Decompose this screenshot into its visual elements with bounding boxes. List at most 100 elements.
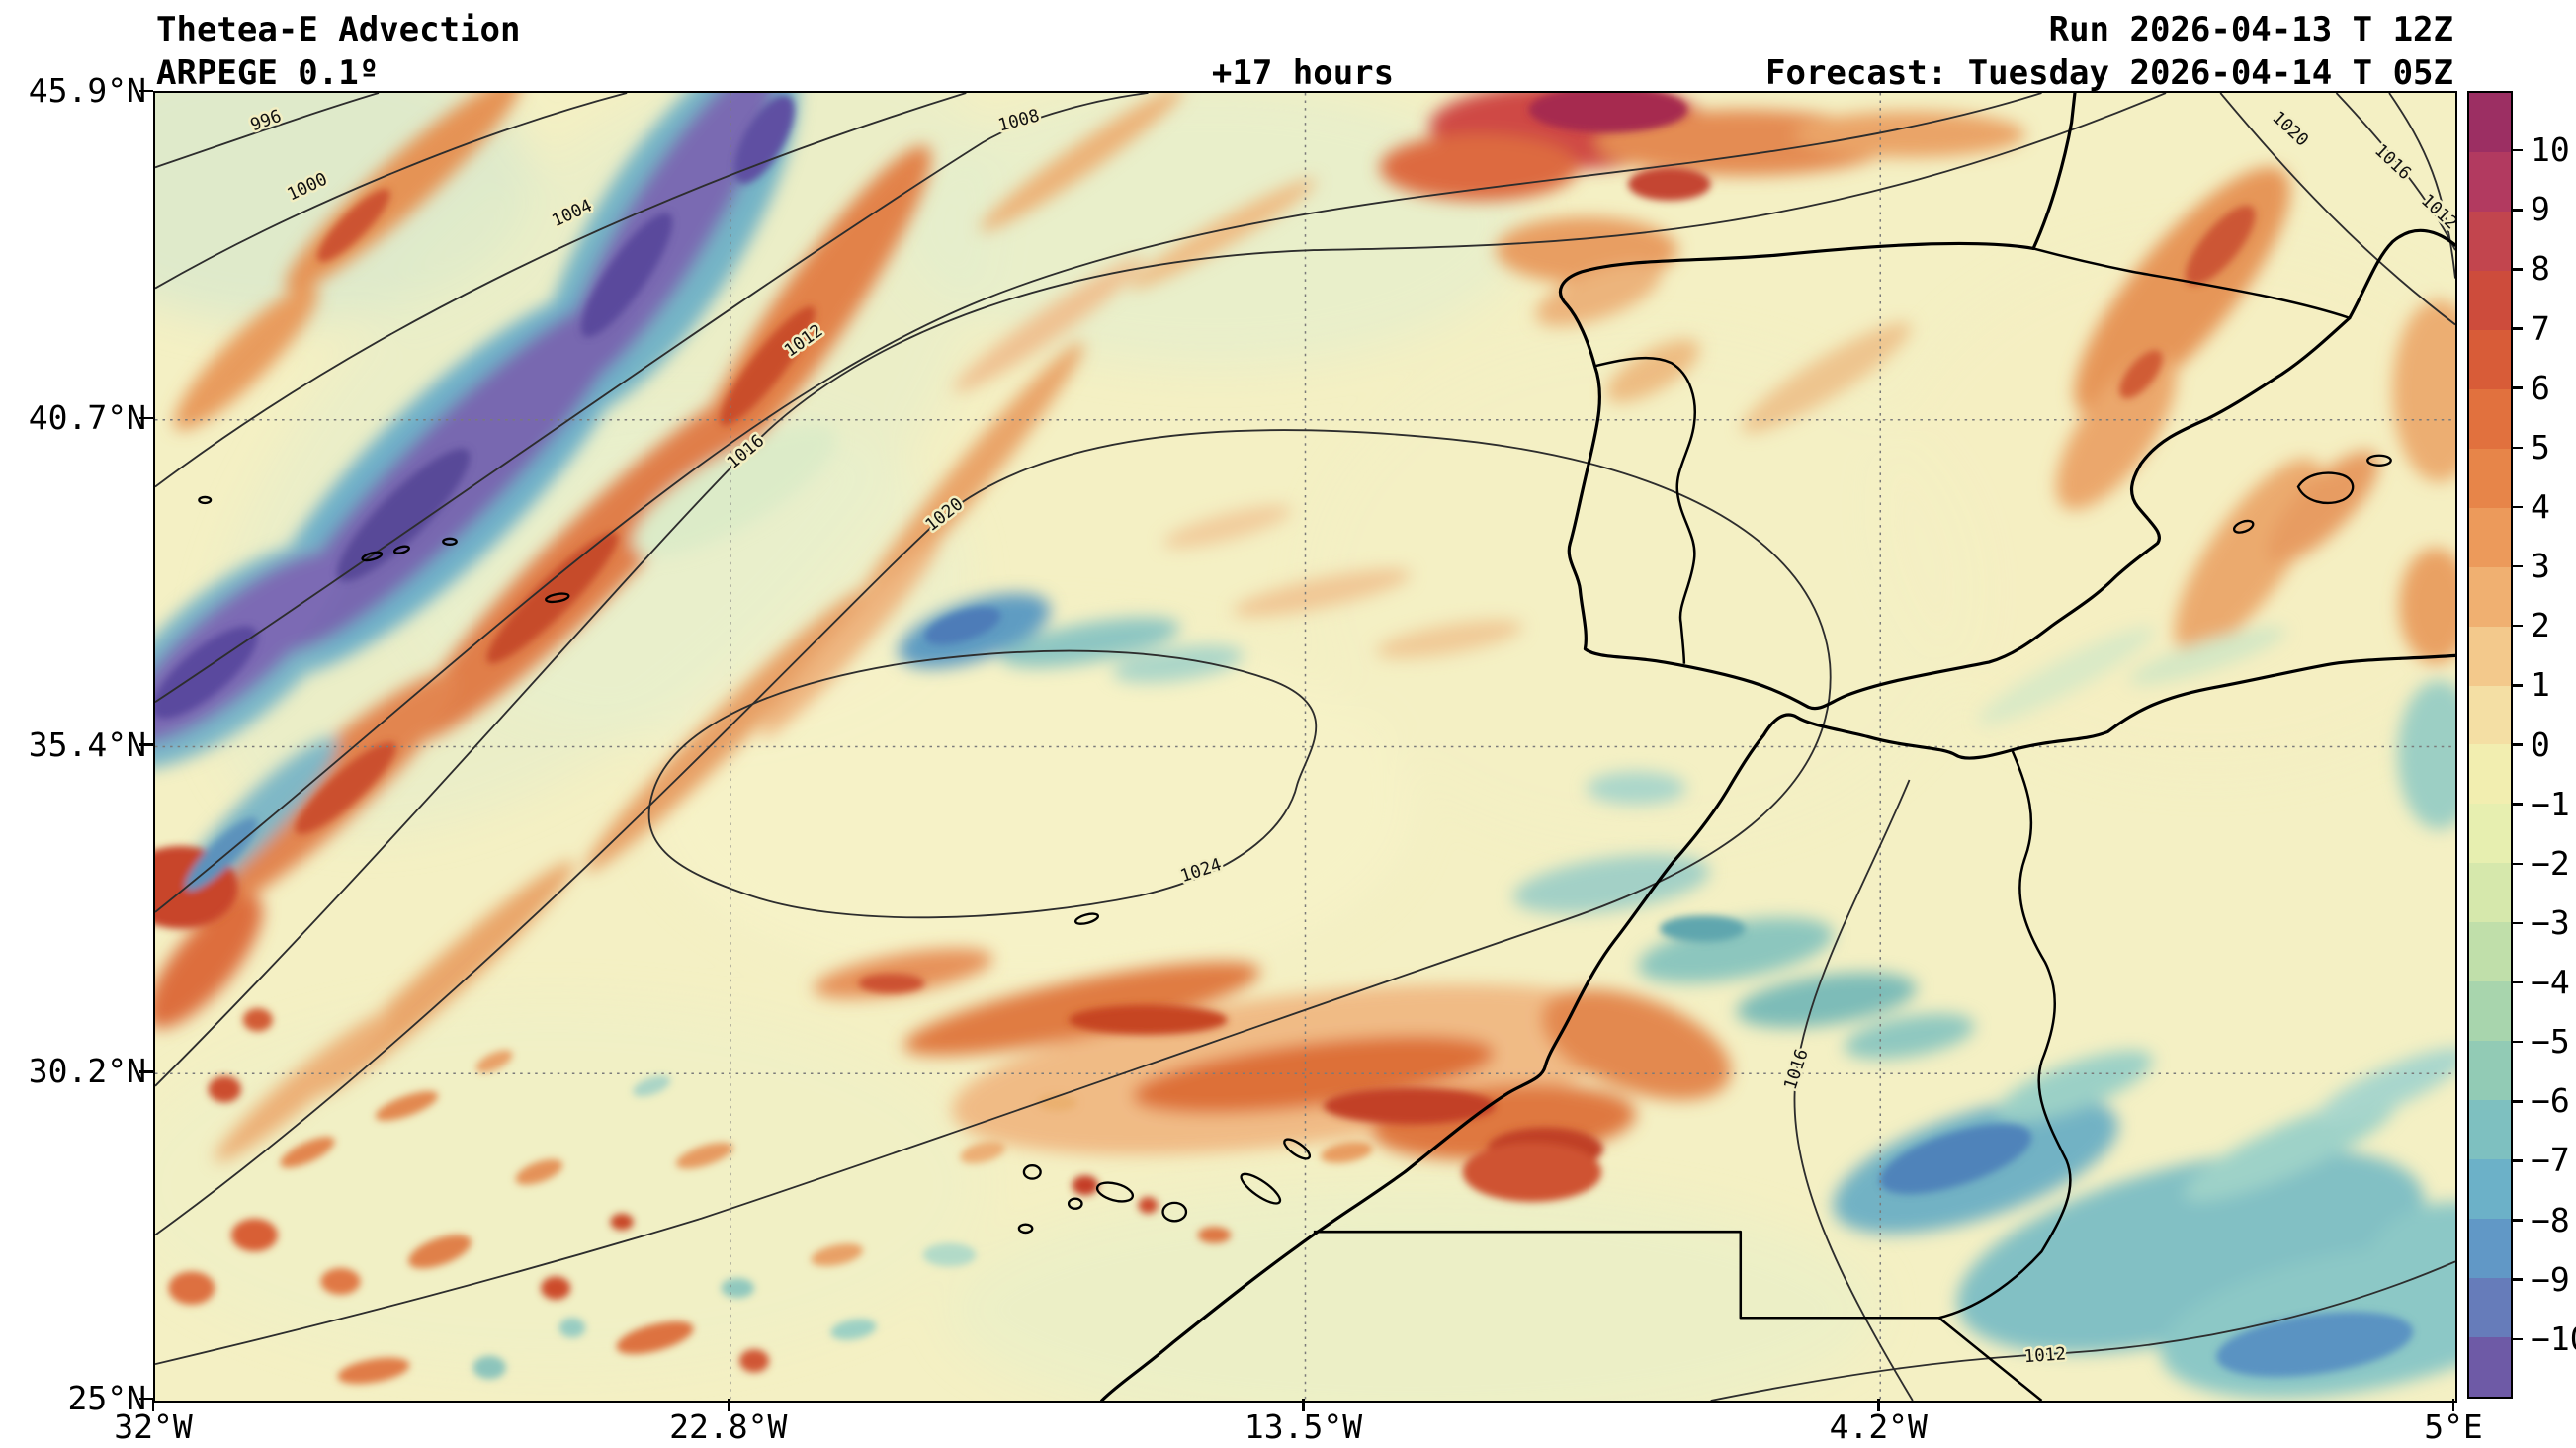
colorbar-segment xyxy=(2469,1100,2511,1160)
isobar-1008 xyxy=(155,93,1149,704)
colorbar-tick-label: −9 xyxy=(2531,1259,2570,1299)
x-axis-tickmark xyxy=(2451,1399,2455,1411)
x-axis-tick-label: 5°E xyxy=(2424,1407,2483,1446)
x-axis-tick-label: 4.2°W xyxy=(1829,1407,1928,1446)
colorbar-tick-label: 8 xyxy=(2531,249,2550,289)
y-axis-tick-label: 30.2°N xyxy=(28,1052,146,1091)
y-axis-tickmark xyxy=(139,416,153,419)
colorbar-tick-label: −10 xyxy=(2531,1319,2576,1358)
islands xyxy=(198,454,2392,1235)
colorbar-tick-label: −4 xyxy=(2531,963,2570,1002)
field-cores xyxy=(155,93,2414,1385)
colorbar-segment xyxy=(2469,507,2511,567)
colorbar-tick-label: −6 xyxy=(2531,1081,2570,1121)
colorbar-tick-label: −7 xyxy=(2531,1141,2570,1180)
country-borders xyxy=(1313,247,2351,1401)
y-axis-tick-label: 35.4°N xyxy=(28,724,146,764)
colorbar-tickmark xyxy=(2513,209,2523,212)
colorbar-tickmark xyxy=(2513,803,2523,806)
colorbar-segment xyxy=(2469,922,2511,982)
colorbar-tick-label: −5 xyxy=(2531,1022,2570,1062)
colorbar-tickmark xyxy=(2513,446,2523,450)
colorbar-tick-label: 0 xyxy=(2531,724,2550,764)
colorbar-tick-label: −8 xyxy=(2531,1200,2570,1239)
y-axis-tick-label: 40.7°N xyxy=(28,397,146,437)
colorbar-segment xyxy=(2469,626,2511,686)
model-name: ARPEGE 0.1º xyxy=(156,53,380,93)
colorbar-tick-label: 7 xyxy=(2531,308,2550,348)
isobar-1012-southeast xyxy=(1710,1260,2455,1401)
colorbar-tick-label: 4 xyxy=(2531,486,2550,526)
x-axis-tickmark xyxy=(727,1399,730,1411)
colorbar-tickmark xyxy=(2513,684,2523,687)
colorbar-segment xyxy=(2469,566,2511,627)
colorbar-tickmark xyxy=(2513,1100,2523,1103)
isobar-1016 xyxy=(155,93,2167,1087)
colorbar-segment xyxy=(2469,804,2511,864)
coastlines xyxy=(1099,93,2455,1401)
colorbar-tick-label: −1 xyxy=(2531,784,2570,823)
isobar-1004 xyxy=(155,93,967,488)
isobar-lines xyxy=(155,93,2455,1401)
colorbar-tickmark xyxy=(2513,862,2523,866)
colorbar-tickmark xyxy=(2513,1040,2523,1044)
isobar-1012 xyxy=(155,93,2042,913)
border-western-sahara xyxy=(1313,1230,2043,1401)
colorbar-segment xyxy=(2469,270,2511,330)
coastline-france-mediterranean xyxy=(2348,228,2455,320)
colorbar-segment xyxy=(2469,329,2511,389)
coastline-iberia xyxy=(1559,241,2352,711)
colorbar-segment xyxy=(2469,1278,2511,1338)
colorbar-tickmark xyxy=(2513,921,2523,925)
colorbar-segment xyxy=(2469,685,2511,745)
border-spain-france xyxy=(2032,247,2351,319)
colorbar-tickmark xyxy=(2513,624,2523,628)
colorbar-tick-label: −3 xyxy=(2531,902,2570,942)
colorbar-segment xyxy=(2469,1041,2511,1101)
island-madeira xyxy=(1073,912,1100,925)
colorbar-tick-label: 6 xyxy=(2531,368,2550,407)
colorbar-tick-label: 9 xyxy=(2531,190,2550,229)
colorbar-segment xyxy=(2469,1219,2511,1279)
isobar-1020 xyxy=(155,429,1832,1366)
border-morocco-algeria xyxy=(1938,749,2072,1320)
forecast-datetime: Forecast: Tuesday 2026-04-14 T 05Z xyxy=(1765,53,2453,93)
colorbar-segment xyxy=(2469,448,2511,508)
y-axis-tick-label: 25°N xyxy=(67,1379,146,1417)
colorbar-tickmark xyxy=(2513,743,2523,746)
isobar-1012-northeast xyxy=(2388,93,2455,279)
islands-azores xyxy=(198,495,570,604)
isobar-1020-northeast xyxy=(2219,93,2455,326)
colorbar-tickmark xyxy=(2513,327,2523,330)
y-axis-tickmark xyxy=(139,1397,153,1401)
colorbar-tick-label: 1 xyxy=(2531,665,2550,705)
y-axis-tickmark xyxy=(139,743,153,746)
isobar-1024 xyxy=(647,649,1318,919)
colorbar-tickmark xyxy=(2513,268,2523,271)
y-axis-tickmark xyxy=(139,89,153,93)
colorbar-segment xyxy=(2469,151,2511,212)
coastline-france-atlantic xyxy=(2031,93,2077,251)
colorbar-tick-label: 5 xyxy=(2531,427,2550,467)
colorbar-tickmark xyxy=(2513,1159,2523,1162)
colorbar-segment xyxy=(2469,981,2511,1042)
isobar-1016-northeast xyxy=(2335,93,2455,251)
colorbar-segment xyxy=(2469,744,2511,805)
lead-time: +17 hours xyxy=(1211,53,1395,93)
colorbar-tick-label: 3 xyxy=(2531,547,2550,586)
isobar-1000 xyxy=(155,93,628,290)
border-spain-portugal xyxy=(1594,356,1696,664)
x-axis-tick-label: 13.5°W xyxy=(1244,1407,1363,1446)
colorbar-tickmark xyxy=(2513,505,2523,509)
colorbar-segment xyxy=(2469,863,2511,923)
colorbar-segment xyxy=(2469,388,2511,449)
colorbar-tickmark xyxy=(2513,564,2523,568)
colorbar-tick-label: −2 xyxy=(2531,843,2570,883)
advection-map-svg: 9961000100410081012101610201024101610121… xyxy=(155,93,2455,1401)
colorbar-tick-label: 2 xyxy=(2531,606,2550,645)
map-plot-area: 996 1000 1004 1008 1012 1016 1020 1024 1016 1012 1… xyxy=(153,91,2457,1403)
isobar-996 xyxy=(155,93,380,169)
colorbar-segment xyxy=(2469,1337,2511,1397)
colorbar-tickmark xyxy=(2513,980,2523,984)
islands-canary xyxy=(1017,1138,1312,1235)
